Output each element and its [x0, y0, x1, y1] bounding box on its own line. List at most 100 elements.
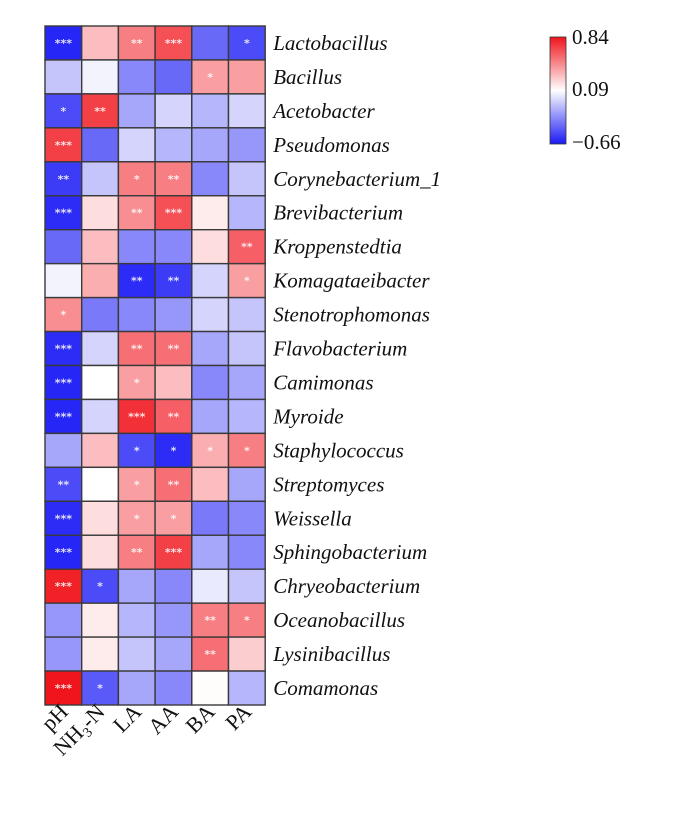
significance-mark: **	[131, 546, 143, 559]
heatmap-cell	[191, 93, 230, 129]
heatmap-cell	[44, 330, 83, 367]
heatmap-cell	[154, 432, 193, 469]
heatmap-cell	[154, 398, 193, 435]
row-label: Oceanobacillus	[273, 608, 405, 632]
heatmap-cell	[227, 262, 266, 299]
significance-mark: *	[244, 614, 250, 627]
heatmap-cell	[80, 127, 120, 163]
heatmap-cell	[191, 161, 230, 197]
heatmap-cell	[80, 432, 120, 469]
heatmap-cell	[154, 568, 193, 604]
heatmap-cell	[227, 59, 266, 95]
row-label: Sphingobacterium	[273, 540, 427, 564]
row-label: Camimonas	[273, 370, 373, 394]
heatmap-cell	[80, 398, 120, 435]
significance-mark: ***	[55, 139, 73, 152]
heatmap-cell	[80, 534, 120, 570]
heatmap-cell	[80, 466, 120, 503]
heatmap-cell	[191, 364, 230, 401]
heatmap-cells	[44, 25, 266, 706]
heatmap-cell	[191, 466, 230, 503]
heatmap-cell	[117, 262, 156, 299]
significance-mark: ***	[55, 580, 73, 593]
significance-mark: ***	[55, 546, 73, 559]
heatmap-cell	[44, 670, 83, 706]
heatmap-cell	[44, 93, 83, 129]
heatmap-cell	[154, 296, 193, 333]
heatmap-cell	[154, 500, 193, 536]
heatmap-cell	[191, 296, 230, 333]
heatmap-cell	[191, 127, 230, 163]
significance-mark: *	[171, 512, 177, 525]
heatmap-cell	[191, 670, 230, 706]
heatmap-cell	[154, 330, 193, 367]
heatmap-cell	[154, 59, 193, 95]
significance-mark: **	[131, 207, 143, 220]
significance-mark: ***	[128, 410, 146, 423]
colorbar-min-label: −0.66	[572, 130, 621, 154]
significance-mark: *	[60, 105, 66, 118]
heatmap-cell	[80, 161, 120, 197]
heatmap-cell	[227, 161, 266, 197]
row-label: Bacillus	[273, 65, 342, 89]
heatmap-cell	[44, 432, 83, 469]
heatmap-cell	[44, 195, 83, 231]
heatmap-cell	[44, 364, 83, 401]
heatmap-cell	[154, 262, 193, 299]
heatmap-cell	[191, 500, 230, 536]
heatmap-cell	[80, 25, 120, 61]
heatmap-cell	[154, 670, 193, 706]
heatmap-cell	[117, 127, 156, 163]
significance-mark: ***	[55, 343, 73, 356]
row-label: Chryeobacterium	[273, 574, 420, 598]
colorbar-mid-label: 0.09	[572, 77, 609, 101]
heatmap-cell	[117, 636, 156, 672]
heatmap-cell	[191, 25, 230, 61]
significance-mark: *	[207, 444, 213, 457]
heatmap-cell	[80, 195, 120, 231]
heatmap-cell	[117, 330, 156, 367]
significance-mark: **	[131, 275, 143, 288]
heatmap-cell	[80, 330, 120, 367]
heatmap-cell	[117, 59, 156, 95]
heatmap-cell	[227, 195, 266, 231]
significance-mark: ***	[55, 37, 73, 50]
heatmap-cell	[227, 534, 266, 570]
heatmap-cell	[154, 93, 193, 129]
significance-mark: *	[244, 444, 250, 457]
row-label: Weissella	[273, 506, 352, 530]
significance-mark: ***	[165, 37, 183, 50]
significance-mark: ***	[165, 207, 183, 220]
heatmap-cell	[44, 59, 83, 95]
row-label: Myroide	[272, 404, 343, 428]
significance-mark: **	[168, 343, 180, 356]
significance-mark: **	[168, 173, 180, 186]
significance-mark: ***	[55, 512, 73, 525]
heatmap-cell	[191, 534, 230, 570]
heatmap-cell	[117, 161, 156, 197]
heatmap-cell	[117, 602, 156, 638]
heatmap-cell	[44, 228, 83, 265]
significance-mark: **	[168, 410, 180, 423]
row-label: Pseudomonas	[272, 133, 390, 157]
heatmap-cell	[154, 228, 193, 265]
heatmap-cell	[227, 432, 266, 469]
heatmap-cell	[191, 262, 230, 299]
heatmap-cell	[117, 500, 156, 536]
heatmap-cell	[154, 127, 193, 163]
heatmap-cell	[227, 398, 266, 435]
row-label: Staphylococcus	[273, 438, 404, 462]
heatmap-cell	[80, 568, 120, 604]
heatmap-cell	[80, 228, 120, 265]
heatmap-cell	[80, 636, 120, 672]
significance-mark: *	[97, 682, 103, 695]
heatmap-cell	[44, 127, 83, 163]
row-label: Lactobacillus	[272, 31, 387, 55]
row-label: Lysinibacillus	[272, 642, 390, 666]
row-label: Streptomyces	[273, 472, 384, 496]
row-label: Comamonas	[273, 676, 378, 700]
heatmap-cell	[191, 568, 230, 604]
heatmap-cell	[80, 262, 120, 299]
heatmap-cell	[80, 296, 120, 333]
heatmap-cell	[191, 330, 230, 367]
